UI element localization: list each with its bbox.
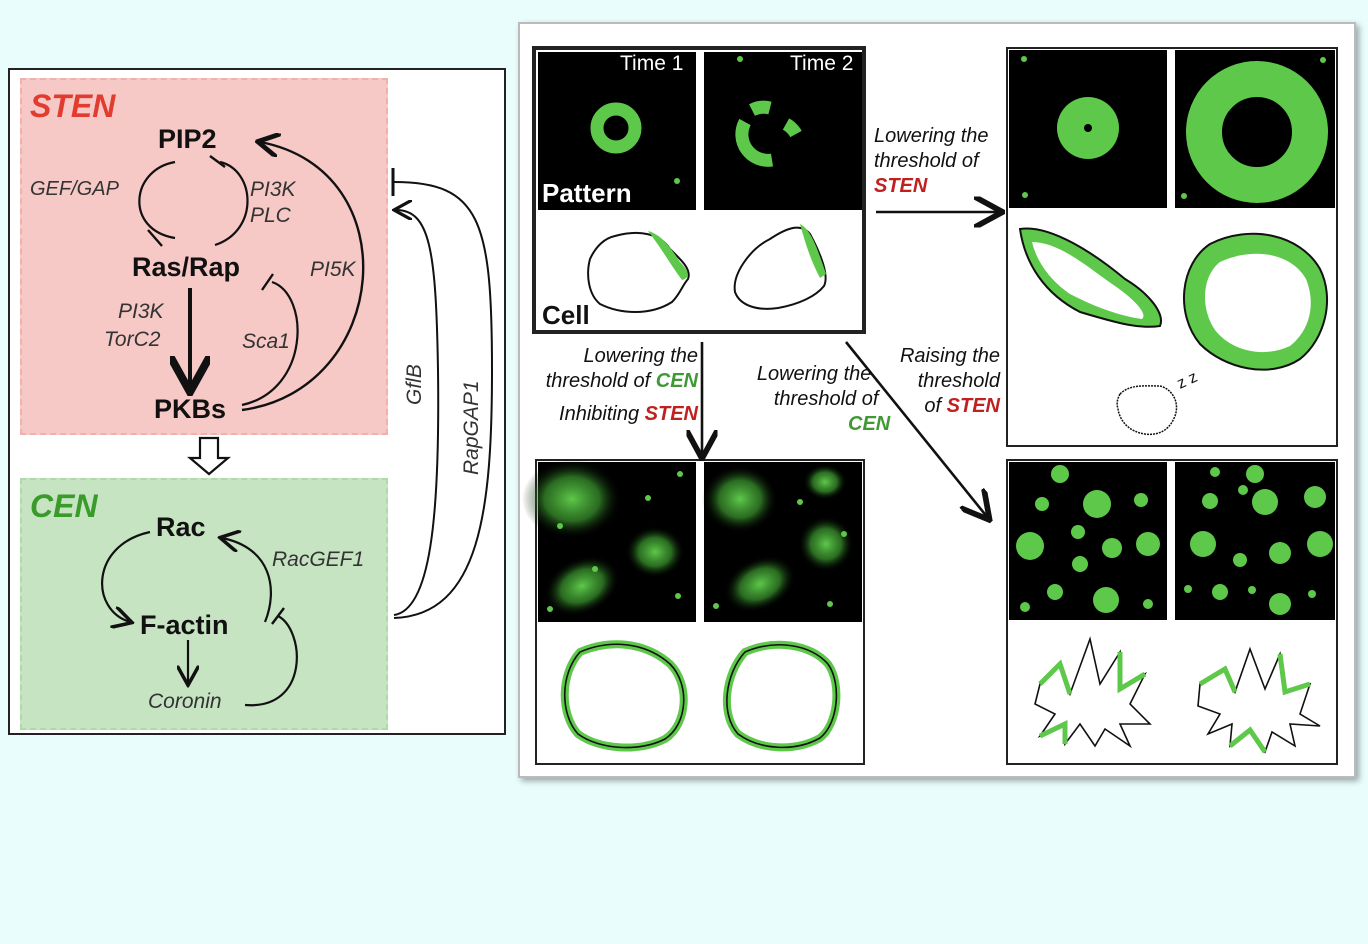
cen-region — [20, 478, 388, 730]
rapgap1-line — [393, 181, 494, 619]
sca1-bar — [261, 273, 274, 291]
pi3k-plc-arc — [214, 160, 249, 247]
cell-front-1 — [648, 231, 688, 280]
gefgap-arc — [138, 160, 176, 240]
pattern-simulation-panel: z z — [518, 22, 1356, 778]
dot — [1181, 193, 1187, 199]
node-coronin: Coronin — [148, 690, 222, 713]
rounded-small-cell — [1116, 385, 1178, 436]
dot — [674, 178, 680, 184]
sca1-arc — [241, 280, 299, 407]
label-cell: Cell — [542, 300, 590, 330]
node-pip2: PIP2 — [158, 124, 217, 154]
blob — [543, 555, 621, 617]
spread-cell-1-inner — [1032, 242, 1144, 319]
sten-to-cen-arrow — [186, 436, 232, 476]
baseline-pattern-t2 — [704, 52, 862, 210]
label-pi5k: PI5K — [310, 258, 356, 281]
caption-lower-cen: Lowering the threshold of CEN Inhibiting… — [545, 345, 698, 425]
disk-center — [1084, 124, 1092, 132]
spot-pattern — [1016, 465, 1333, 615]
cen-title: CEN — [30, 488, 98, 524]
label-gflb: GflB — [403, 364, 426, 405]
ruffled-cell-2 — [722, 640, 841, 752]
label-rapgap1: RapGAP1 — [460, 380, 483, 475]
pi3k-plc-bar — [209, 155, 226, 168]
gflb-arrow — [394, 210, 440, 616]
node-factin: F-actin — [140, 610, 229, 640]
coronin-bar — [271, 607, 285, 625]
label-racgef1: RacGEF1 — [272, 548, 365, 571]
round-cell-inner — [1204, 253, 1311, 353]
rac-to-factin-arc — [101, 530, 151, 622]
label-pi3k-b: PI3K — [118, 300, 164, 323]
label-time2: Time 2 — [790, 52, 854, 75]
coronin-arc — [244, 615, 298, 707]
cen-dots — [547, 471, 847, 612]
blob — [625, 526, 685, 578]
big-ring-t2 — [1186, 61, 1328, 203]
dot — [1320, 57, 1326, 63]
caption-diag-sten: Raising the threshold of STEN — [899, 345, 1000, 417]
broken-ring-t2 — [735, 100, 802, 167]
baseline-pattern-t1 — [538, 52, 696, 210]
label-torc2: TorC2 — [104, 328, 161, 351]
sten-title: STEN — [30, 88, 116, 124]
node-pkbs: PKBs — [154, 394, 227, 424]
blob — [522, 459, 622, 539]
signaling-network-panel: STEN CEN PIP2 Ras/Rap PKBs Rac F-actin C… — [8, 68, 506, 735]
cell-front-2 — [800, 224, 826, 278]
racgef1-arc — [222, 538, 272, 623]
node-rasrap: Ras/Rap — [132, 252, 241, 282]
blob — [803, 464, 847, 500]
network-arrows — [101, 70, 494, 707]
caption-lower-sten: Lowering the threshold of STEN — [874, 125, 989, 197]
label-sca1: Sca1 — [242, 330, 290, 353]
caption-diag-cen: Lowering the threshold of CEN — [756, 363, 891, 435]
blob — [702, 465, 778, 533]
gefgap-bar — [147, 229, 163, 247]
dot — [1021, 56, 1027, 62]
dot — [737, 56, 743, 62]
node-rac: Rac — [156, 512, 206, 542]
blob — [798, 516, 854, 572]
pattern-graphics: z z — [522, 46, 1338, 765]
label-plc: PLC — [250, 204, 291, 227]
dot — [1022, 192, 1028, 198]
arrow-to-raise-sten — [844, 341, 988, 518]
label-pattern: Pattern — [542, 178, 632, 208]
spiky-cell-2 — [1197, 646, 1321, 754]
label-pi3k-a: PI3K — [250, 178, 296, 201]
label-time1: Time 1 — [620, 52, 684, 75]
label-gefgap: GEF/GAP — [30, 178, 119, 200]
blob — [723, 555, 797, 613]
pi5k-arrow — [241, 142, 365, 412]
ring-t1 — [590, 102, 642, 154]
